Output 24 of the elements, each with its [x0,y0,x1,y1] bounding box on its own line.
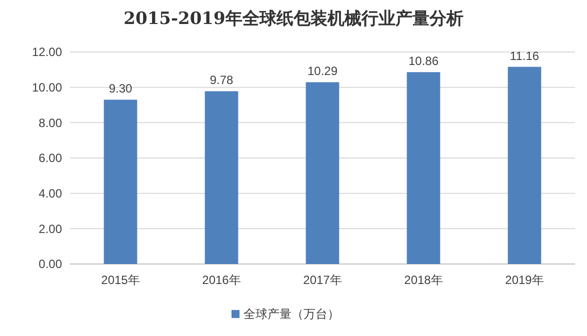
y-tick-label: 4.00 [38,186,62,201]
y-tick-label: 8.00 [38,116,62,130]
x-tick-label: 2019年 [505,273,544,287]
text: 11.16 [510,48,540,63]
y-tick-label: 0.00 [38,257,62,272]
y-tick-label: 12.00 [32,45,62,60]
x-tick-label: 2017年 [303,273,342,287]
x-tick-label: 2016年 [202,273,241,287]
y-tick-label: 10.00 [32,80,62,95]
x-tick-label: 2015年 [101,273,140,287]
chart-title: 2015-2019年全球纸包装机械行业产量分析 [124,9,464,29]
y-tick-label: 2.00 [38,222,62,236]
text: 10.29 [307,64,338,78]
bar [508,66,542,264]
text: 9.78 [210,73,234,88]
legend-label: 全球产量（万台） [244,307,340,322]
bar [306,82,340,264]
y-tick-label: 6.00 [38,151,62,166]
bar [406,72,440,264]
bar [204,91,238,264]
text: 9.30 [108,82,132,96]
x-tick-label: 2018年 [404,273,443,287]
bar [104,100,138,264]
text: 10.86 [408,54,439,68]
